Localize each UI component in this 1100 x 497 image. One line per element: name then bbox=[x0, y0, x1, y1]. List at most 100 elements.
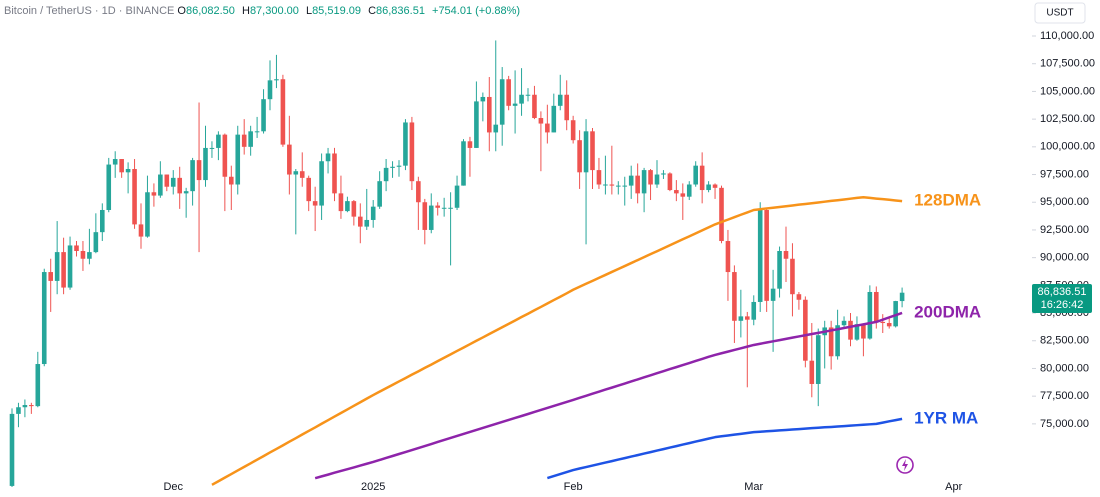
candle-body bbox=[158, 174, 163, 196]
y-tick-label: 110,000.00 bbox=[1040, 30, 1094, 42]
candle-body bbox=[893, 301, 898, 327]
candle-body bbox=[815, 335, 821, 384]
candle-body bbox=[151, 192, 157, 196]
candle-body bbox=[54, 252, 60, 281]
candle-body bbox=[551, 105, 557, 133]
candle-body bbox=[416, 181, 421, 203]
candle-body bbox=[299, 171, 305, 178]
candle-body bbox=[261, 99, 266, 132]
y-tick-label: 95,000.00 bbox=[1040, 196, 1089, 208]
candle-body bbox=[648, 170, 653, 185]
candle-body bbox=[132, 168, 137, 225]
y-tick-label: 92,500.00 bbox=[1040, 224, 1089, 236]
candle-body bbox=[9, 413, 15, 486]
y-tick-label: 80,000.00 bbox=[1040, 362, 1089, 374]
candle-body bbox=[757, 209, 763, 302]
candle-body bbox=[706, 184, 711, 191]
x-tick-label: Apr bbox=[945, 481, 962, 493]
candle-body bbox=[441, 207, 447, 209]
candle-body bbox=[732, 272, 737, 321]
y-tick-label: 105,000.00 bbox=[1040, 85, 1095, 97]
candle-body bbox=[164, 174, 170, 187]
candle-body bbox=[751, 301, 757, 320]
candle-body bbox=[22, 405, 28, 408]
candle-body bbox=[803, 299, 808, 361]
candle-body bbox=[616, 185, 621, 187]
candle-body bbox=[229, 176, 234, 185]
candle-body bbox=[583, 131, 589, 173]
candle-body bbox=[641, 170, 647, 194]
candle-body bbox=[74, 245, 79, 251]
ma-line bbox=[211, 196, 903, 486]
change: +754.01 (+0.88%) bbox=[432, 5, 521, 17]
candle-body bbox=[622, 185, 628, 187]
candle-body bbox=[190, 160, 195, 192]
candle-body bbox=[699, 165, 705, 191]
candle-body bbox=[674, 190, 679, 194]
replay-icon-bolt bbox=[902, 459, 908, 471]
symbol: Bitcoin / TetherUS · 1D · BINANCE bbox=[4, 5, 175, 17]
candle-body bbox=[719, 187, 724, 242]
candle-body bbox=[332, 153, 337, 194]
x-tick-label: Mar bbox=[744, 481, 763, 493]
candle-body bbox=[203, 147, 208, 181]
candle-body bbox=[693, 165, 698, 185]
candle-body bbox=[390, 166, 395, 168]
candle-body bbox=[67, 245, 73, 288]
candle-body bbox=[319, 161, 324, 206]
candle-body bbox=[16, 407, 21, 414]
candle-body bbox=[41, 272, 47, 365]
candle-body bbox=[654, 174, 660, 185]
low-value: 85,519.09 bbox=[312, 5, 361, 17]
candle-body bbox=[364, 219, 370, 227]
candle-body bbox=[880, 321, 886, 324]
replay-icon[interactable] bbox=[896, 456, 914, 474]
candle-body bbox=[209, 147, 215, 149]
candle-body bbox=[841, 320, 847, 326]
candle-body bbox=[216, 134, 221, 148]
ma-line bbox=[314, 311, 903, 480]
candle-body bbox=[312, 201, 318, 206]
candle-body bbox=[248, 131, 253, 147]
y-tick-label: 90,000.00 bbox=[1040, 252, 1089, 264]
candle-body bbox=[274, 79, 279, 81]
candle-body bbox=[112, 159, 118, 165]
candle-body bbox=[125, 168, 131, 173]
candle-body bbox=[783, 250, 789, 259]
candle-body bbox=[493, 124, 499, 133]
candle-body bbox=[454, 185, 460, 208]
candle-body bbox=[680, 193, 686, 197]
x-tick-label: 2025 bbox=[361, 481, 385, 493]
candle-body bbox=[564, 94, 569, 121]
candle-body bbox=[377, 181, 382, 207]
price-tag-price: 86,836.51 bbox=[1038, 286, 1087, 298]
candle-body bbox=[467, 141, 473, 148]
candle-body bbox=[809, 360, 815, 384]
candle-body bbox=[145, 192, 150, 237]
candle-body bbox=[87, 252, 92, 259]
close-label: C bbox=[368, 5, 377, 17]
candle-body bbox=[861, 324, 866, 339]
y-tick-label: 75,000.00 bbox=[1040, 418, 1089, 430]
y-tick-label: 107,500.00 bbox=[1040, 58, 1095, 70]
y-tick-label: 77,500.00 bbox=[1040, 390, 1089, 402]
candle-body bbox=[345, 201, 350, 212]
open-label: O bbox=[177, 5, 186, 17]
candle-body bbox=[474, 101, 479, 148]
candle-body bbox=[461, 141, 466, 186]
y-tick-label: 102,500.00 bbox=[1040, 113, 1095, 125]
candle-body bbox=[306, 177, 311, 202]
candle-body bbox=[596, 170, 602, 185]
header: Bitcoin / TetherUS · 1D · BINANCE O86,08… bbox=[4, 5, 524, 17]
candle-body bbox=[899, 292, 905, 302]
candle-body bbox=[338, 193, 344, 212]
x-tick-label: Feb bbox=[564, 481, 583, 493]
candle-body bbox=[422, 202, 428, 230]
candle-body bbox=[828, 327, 834, 357]
candle-body bbox=[532, 94, 537, 119]
currency-box[interactable] bbox=[1034, 2, 1086, 24]
candle-body bbox=[628, 175, 634, 186]
candle-body bbox=[241, 134, 247, 147]
